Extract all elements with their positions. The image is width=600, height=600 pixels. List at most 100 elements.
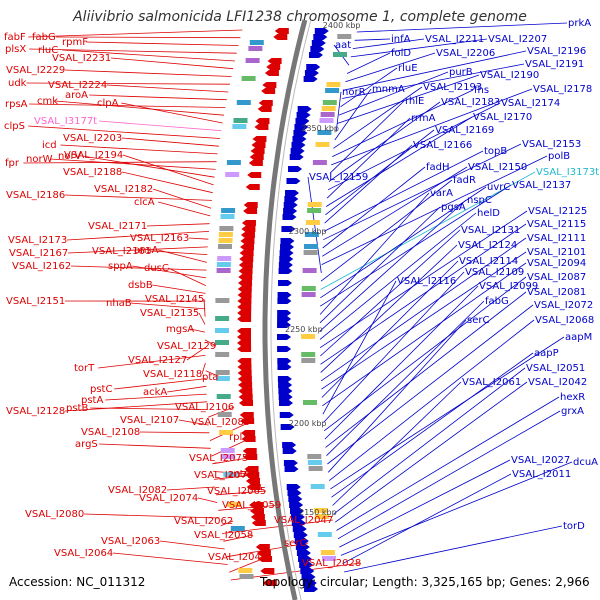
gene-label-right[interactable]: topB <box>484 146 507 157</box>
gene-label-left[interactable]: fabF <box>4 32 26 43</box>
gene-label-left[interactable]: VSAL_I2058 <box>194 530 253 541</box>
gene-label-left[interactable]: rpmF <box>62 37 88 48</box>
gene-label-right[interactable]: VSAL_I2081 <box>527 287 586 298</box>
gene-label-right[interactable]: varA <box>430 188 453 199</box>
gene-label-right[interactable]: VSAL_I2027 <box>511 455 570 466</box>
gene-label-left[interactable]: VSAL_I2127 <box>128 355 187 366</box>
gene-label-left[interactable]: VSAL_I2135 <box>140 308 199 319</box>
gene-label-left[interactable]: VSAL_I2167 <box>9 248 68 259</box>
gene-label-right[interactable]: VSAL_I2191 <box>525 59 584 70</box>
gene-label-right[interactable]: fhs <box>474 85 489 96</box>
gene-label-right[interactable]: VSAL_I2099 <box>479 281 538 292</box>
gene-label-left[interactable]: clpA <box>97 98 119 109</box>
gene-label-right[interactable]: VSAL_I2042 <box>528 377 587 388</box>
gene-label-left[interactable]: rpsA <box>5 99 28 110</box>
gene-label-left[interactable]: VSAL_I2046 <box>208 552 267 563</box>
gene-label-left[interactable]: VSAL_I3177t <box>34 116 97 127</box>
gene-label-right[interactable]: VSAL_I3173t <box>536 167 599 178</box>
gene-label-left[interactable]: VSAL_I2188 <box>63 167 122 178</box>
gene-label-right[interactable]: mnmA <box>372 84 405 95</box>
gene-label-left[interactable]: torT <box>74 363 95 374</box>
gene-label-right[interactable]: norR <box>342 87 366 98</box>
gene-label-right[interactable]: torD <box>563 521 585 532</box>
gene-label-right[interactable]: VSAL_I2011 <box>512 469 571 480</box>
gene-label-right[interactable]: rrmA <box>411 113 436 124</box>
gene-label-right[interactable]: nspC <box>467 195 492 206</box>
gene-label-right[interactable]: VSAL_I2115 <box>527 219 586 230</box>
gene-label-left[interactable]: VSAL_I2186 <box>6 190 65 201</box>
gene-label-left[interactable]: norW <box>26 154 53 165</box>
gene-label-left[interactable]: VSAL_I2151 <box>6 296 65 307</box>
gene-label-left[interactable]: fabG <box>32 32 56 43</box>
gene-label-left[interactable]: udk <box>8 78 27 89</box>
gene-label-left[interactable]: fpr <box>5 158 20 169</box>
gene-label-right[interactable]: VSAL_I2072 <box>534 300 593 311</box>
gene-label-left[interactable]: VSAL_I2194 <box>64 150 123 161</box>
gene-label-right[interactable]: infA <box>391 34 411 45</box>
gene-label-right[interactable]: hexR <box>560 392 585 403</box>
gene-label-right[interactable]: pgsA <box>441 202 466 213</box>
gene-label-right[interactable]: VSAL_I2183 <box>441 97 500 108</box>
gene-label-left[interactable]: VSAL_I2074 <box>139 493 198 504</box>
gene-label-right[interactable]: VSAL_I2153 <box>522 139 581 150</box>
gene-label-right[interactable]: purB <box>449 67 473 78</box>
gene-label-right[interactable]: VSAL_I2109 <box>465 267 524 278</box>
gene-label-right[interactable]: VSAL_I2131 <box>461 225 520 236</box>
gene-label-right[interactable]: VSAL_I2087 <box>527 272 586 283</box>
gene-label-right[interactable]: VSAL_I2190 <box>480 70 539 81</box>
gene-label-right[interactable]: VSAL_I2166 <box>413 140 472 151</box>
gene-label-right[interactable]: serC <box>467 315 489 326</box>
gene-label-right[interactable]: VSAL_I2051 <box>526 363 585 374</box>
gene-label-left[interactable]: VSAL_I2161 <box>92 246 151 257</box>
gene-label-left[interactable]: VSAL_I2128 <box>6 406 65 417</box>
gene-label-right[interactable]: folD <box>391 48 411 59</box>
gene-label-left[interactable]: nhaB <box>106 298 132 309</box>
gene-label-left[interactable]: ansA <box>134 245 159 256</box>
gene-label-left[interactable]: VSAL_I2173 <box>8 235 67 246</box>
gene-label-right[interactable]: fadR <box>453 175 476 186</box>
gene-label-right[interactable]: VSAL_I2169 <box>435 125 494 136</box>
gene-label-right[interactable]: aat <box>335 40 351 51</box>
gene-label-left[interactable]: VSAL_I2118 <box>143 369 202 380</box>
gene-label-left[interactable]: VSAL_I2163 <box>130 233 189 244</box>
gene-label-right[interactable]: VSAL_I2068 <box>535 315 594 326</box>
gene-label-left[interactable]: VSAL_I2182 <box>94 184 153 195</box>
gene-label-right[interactable]: prkA <box>568 18 591 29</box>
gene-label-left[interactable]: dusC <box>144 263 169 274</box>
gene-label-left[interactable]: VSAL_I2028 <box>302 558 361 569</box>
gene-label-right[interactable]: VSAL_I2114 <box>459 256 518 267</box>
gene-label-right[interactable]: VSAL_I2193 <box>423 82 482 93</box>
gene-label-left[interactable]: plsX <box>5 44 26 55</box>
gene-label-right[interactable]: grxA <box>561 406 584 417</box>
gene-label-right[interactable]: VSAL_I2124 <box>458 240 517 251</box>
gene-label-right[interactable]: VSAL_I2159 <box>309 172 368 183</box>
gene-label-left[interactable]: pstA <box>81 395 103 406</box>
gene-label-left[interactable]: cmk <box>37 96 58 107</box>
gene-label-right[interactable]: fadH <box>426 162 450 173</box>
gene-label-right[interactable]: VSAL_I2094 <box>527 258 586 269</box>
gene-label-right[interactable]: aapM <box>565 332 592 343</box>
gene-label-right[interactable]: VSAL_I2116 <box>397 276 456 287</box>
gene-label-left[interactable]: clpS <box>4 121 25 132</box>
gene-label-right[interactable]: rhlE <box>405 96 424 107</box>
gene-label-left[interactable]: VSAL_I2047 <box>274 515 333 526</box>
gene-label-right[interactable]: uvrC <box>487 182 510 193</box>
gene-label-left[interactable]: VSAL_I2082 <box>108 485 167 496</box>
gene-label-left[interactable]: VSAL_I2145 <box>145 294 204 305</box>
gene-label-left[interactable]: VSAL_I2231 <box>52 53 111 64</box>
gene-label-left[interactable]: icd <box>42 140 57 151</box>
gene-label-left[interactable]: VSAL_I2071 <box>194 470 253 481</box>
gene-label-right[interactable]: VSAL_I2137 <box>512 180 571 191</box>
gene-label-left[interactable]: dsbB <box>128 280 153 291</box>
gene-label-left[interactable]: clcA <box>134 197 155 208</box>
gene-label-right[interactable]: VSAL_I2207 <box>488 34 547 45</box>
gene-label-left[interactable]: VSAL_I2171 <box>88 221 147 232</box>
gene-label-left[interactable]: sppA <box>108 261 133 272</box>
gene-label-right[interactable]: VSAL_I2150 <box>468 162 527 173</box>
gene-label-left[interactable]: VSAL_I2162 <box>12 261 71 272</box>
gene-label-right[interactable]: rluE <box>398 63 418 74</box>
gene-label-right[interactable]: polB <box>548 151 570 162</box>
gene-label-right[interactable]: helD <box>477 208 500 219</box>
gene-label-right[interactable]: VSAL_I2174 <box>501 98 560 109</box>
gene-label-left[interactable]: VSAL_I2107 <box>120 415 179 426</box>
